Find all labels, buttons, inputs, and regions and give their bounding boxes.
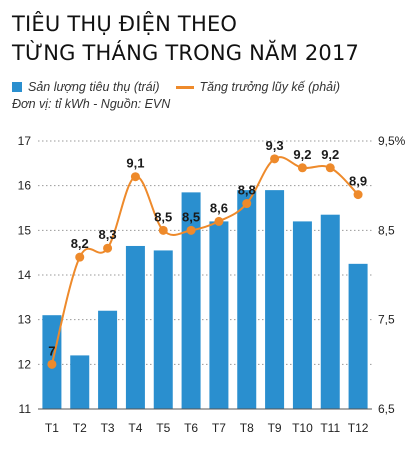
data-label: 7 xyxy=(48,343,55,358)
bar xyxy=(320,214,340,409)
right-axis-tick-label: 9,5% xyxy=(378,134,406,148)
x-axis-tick-label: T6 xyxy=(184,421,198,435)
line-marker xyxy=(270,154,280,164)
bar xyxy=(181,192,201,409)
source-note: Đơn vị: tỉ kWh - Nguồn: EVN xyxy=(12,97,171,111)
line-marker xyxy=(186,225,196,235)
line-marker xyxy=(325,163,335,173)
data-label: 8,3 xyxy=(99,227,117,242)
left-axis-tick-label: 13 xyxy=(18,313,32,327)
x-axis-tick-label: T8 xyxy=(240,421,254,435)
left-axis-tick-label: 16 xyxy=(18,179,32,193)
data-label: 8,6 xyxy=(210,200,228,215)
x-axis-tick-label: T4 xyxy=(128,421,142,435)
left-axis-tick-label: 15 xyxy=(18,223,32,237)
bar xyxy=(209,221,229,409)
bar xyxy=(265,190,285,409)
x-axis-tick-label: T1 xyxy=(45,421,59,435)
data-label: 8,2 xyxy=(71,236,89,251)
line-marker xyxy=(103,243,113,253)
bar xyxy=(125,245,145,409)
chart-title-line-2: TỪNG THÁNG TRONG NĂM 2017 xyxy=(12,41,360,65)
chart-legend: Sản lượng tiêu thụ (trái) Tăng trưởng lũ… xyxy=(12,80,340,94)
legend-line-swatch xyxy=(175,85,194,89)
data-label: 8,9 xyxy=(349,174,367,189)
left-axis-tick-label: 12 xyxy=(18,357,32,371)
line-marker xyxy=(75,252,85,262)
bar xyxy=(98,310,118,409)
line-marker xyxy=(242,199,252,209)
line-marker xyxy=(158,225,168,235)
data-label: 9,1 xyxy=(126,156,144,171)
x-axis-tick-label: T3 xyxy=(101,421,115,435)
x-axis-tick-label: T5 xyxy=(156,421,170,435)
left-axis-tick-label: 14 xyxy=(18,268,32,282)
left-axis-tick-label: 17 xyxy=(18,134,32,148)
data-label: 8,5 xyxy=(154,209,172,224)
growth-line xyxy=(50,156,359,365)
x-axis-tick-label: T2 xyxy=(73,421,87,435)
data-label: 9,2 xyxy=(293,147,311,162)
x-axis-tick-label: T10 xyxy=(292,421,313,435)
data-label: 8,5 xyxy=(182,209,200,224)
x-axis-tick-label: T12 xyxy=(348,421,369,435)
bar xyxy=(70,355,90,409)
bar xyxy=(348,263,368,409)
x-axis-tick-label: T11 xyxy=(320,421,340,435)
x-axis-tick-label: T7 xyxy=(212,421,226,435)
legend-line-label: Tăng trưởng lũy kế (phải) xyxy=(199,80,341,94)
bar xyxy=(153,250,173,409)
legend-bar-swatch xyxy=(12,82,22,92)
legend-bar-label: Sản lượng tiêu thụ (trái) xyxy=(28,80,160,94)
line-marker xyxy=(214,216,224,226)
right-axis-tick-label: 7,5 xyxy=(378,313,395,327)
line-marker xyxy=(130,172,140,182)
chart-title-line-1: TIÊU THỤ ĐIỆN THEO xyxy=(12,12,238,36)
line-marker xyxy=(297,163,307,173)
right-axis-tick-label: 8,5 xyxy=(378,223,395,237)
left-axis-tick-label: 11 xyxy=(19,402,32,416)
bar xyxy=(237,190,257,409)
x-axis-tick-label: T9 xyxy=(268,421,282,435)
line-marker xyxy=(353,190,363,200)
right-axis-tick-label: 6,5 xyxy=(378,402,395,416)
line-marker xyxy=(47,359,57,369)
data-label: 9,2 xyxy=(321,147,339,162)
data-label: 9,3 xyxy=(266,138,284,153)
data-label: 8,8 xyxy=(238,183,256,198)
bar xyxy=(292,221,312,409)
